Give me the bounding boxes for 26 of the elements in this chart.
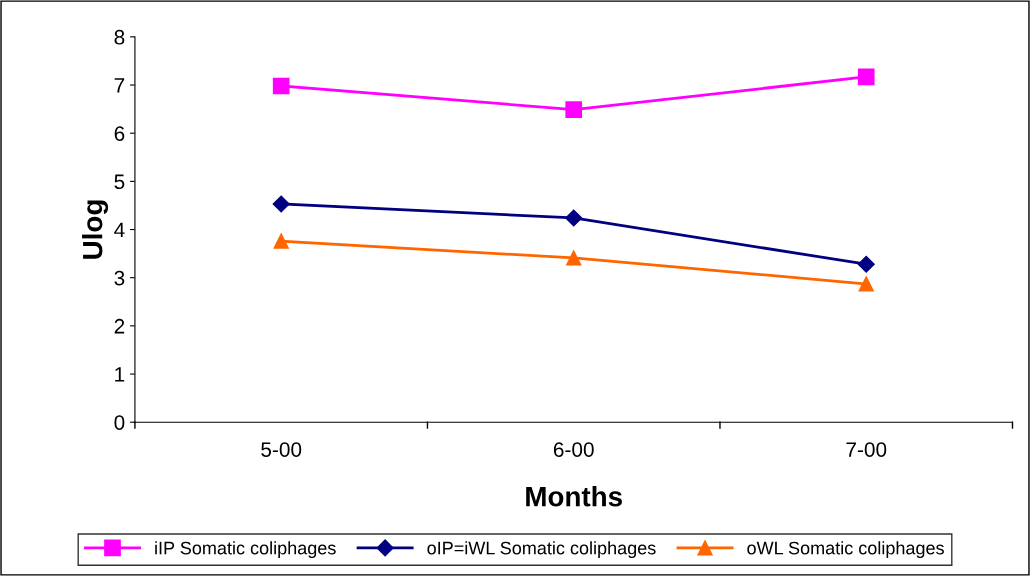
x-tick-label: 6-00 (553, 442, 594, 457)
y-tick-label: 2 (114, 318, 125, 334)
y-axis-title: Ulog (82, 200, 109, 259)
point (565, 101, 583, 118)
point (857, 68, 875, 86)
point (857, 255, 875, 273)
y-tick-label: 7 (114, 78, 125, 93)
legend-label: iIP Somatic coliphages (155, 541, 336, 559)
y-tick-label: 4 (114, 222, 125, 238)
y-tick-label: 8 (114, 29, 125, 45)
legend-label: oWL Somatic coliphages (747, 541, 944, 559)
y-tick-label: 6 (114, 126, 125, 141)
point (272, 77, 290, 95)
point (858, 276, 874, 292)
x-tick-label: 5-00 (261, 442, 302, 457)
y-tick-label: 5 (114, 174, 125, 190)
point (566, 250, 582, 266)
point (565, 209, 583, 227)
y-tick-label: 3 (114, 270, 125, 286)
y-tick-label: 1 (115, 367, 125, 382)
x-tick-label: 7-00 (846, 442, 887, 457)
legend-label: oIP=iWL Somatic coliphages (427, 541, 656, 559)
x-axis-title: Months (526, 486, 622, 507)
y-tick-label: 0 (114, 415, 125, 430)
point (272, 195, 290, 213)
point (273, 233, 289, 249)
